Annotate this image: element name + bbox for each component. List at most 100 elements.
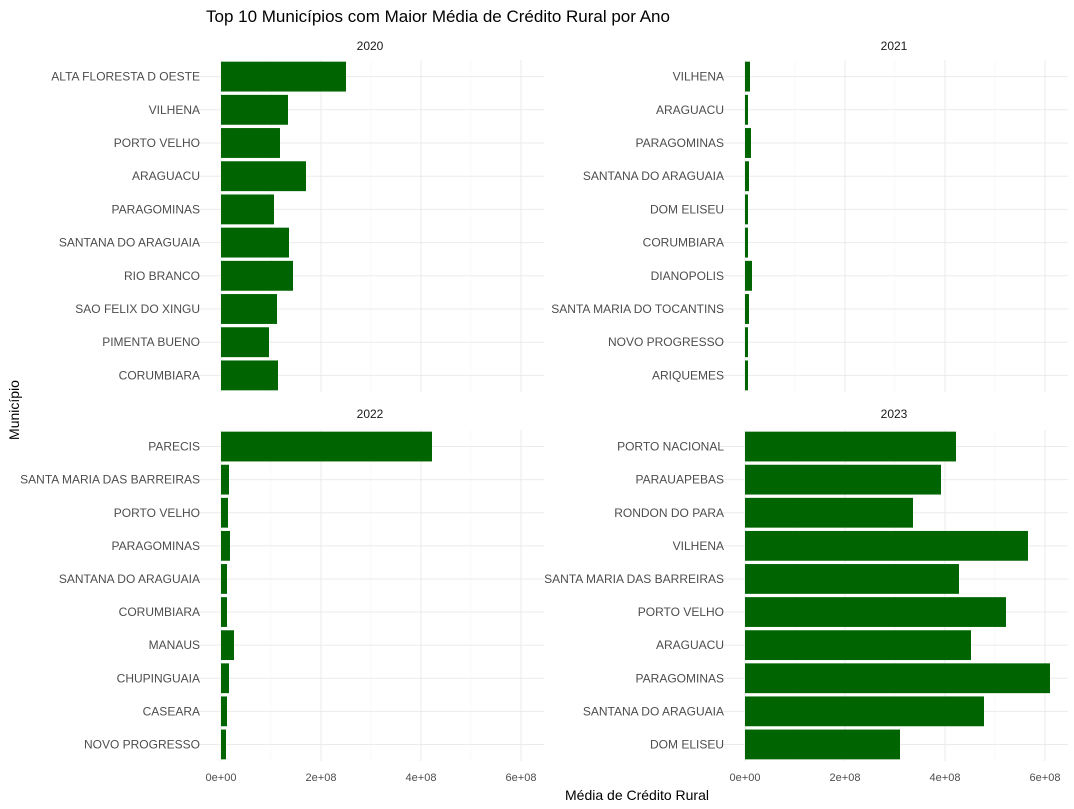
category-label: CHUPINGUAIA xyxy=(117,671,200,685)
category-label: SANTANA DO ARAGUAIA xyxy=(59,236,200,250)
category-label: PORTO VELHO xyxy=(114,506,200,520)
category-label: VILHENA xyxy=(673,539,724,553)
bar xyxy=(745,128,751,158)
bar xyxy=(745,327,748,358)
bar xyxy=(221,194,274,225)
category-label: DOM ELISEU xyxy=(650,737,724,751)
bar xyxy=(221,327,269,358)
bar xyxy=(221,663,229,694)
bar xyxy=(745,564,959,594)
category-label: PIMENTA BUENO xyxy=(102,335,200,349)
category-label: CORUMBIARA xyxy=(643,236,724,250)
category-label: PARAGOMINAS xyxy=(112,202,200,216)
bar xyxy=(221,597,227,627)
category-label: SAO FELIX DO XINGU xyxy=(75,302,200,316)
category-label: ARAGUACU xyxy=(656,638,724,652)
category-label: CORUMBIARA xyxy=(119,605,200,619)
category-label: SANTANA DO ARAGUAIA xyxy=(59,572,200,586)
bar xyxy=(745,497,913,528)
facet-strip-label: 2022 xyxy=(357,407,384,421)
category-label: NOVO PROGRESSO xyxy=(608,335,724,349)
bar xyxy=(745,530,1028,561)
bar xyxy=(221,360,278,391)
category-label: PORTO VELHO xyxy=(638,605,724,619)
x-tick-label: 6e+08 xyxy=(506,772,537,784)
category-label: PARAGOMINAS xyxy=(636,671,724,685)
category-label: SANTA MARIA DAS BARREIRAS xyxy=(544,572,724,586)
facet-panel-2023: 2023 PORTO NACIONAL PARAUAPEBAS RONDON DO P… xyxy=(544,407,1068,784)
bar xyxy=(221,630,234,661)
x-tick-label: 4e+08 xyxy=(406,772,437,784)
bar xyxy=(745,161,749,192)
x-tick-label: 0e+00 xyxy=(730,772,761,784)
category-label: VILHENA xyxy=(673,70,724,84)
bar xyxy=(745,61,750,92)
x-tick-label: 0e+00 xyxy=(206,772,237,784)
category-label: RIO BRANCO xyxy=(124,269,200,283)
bar xyxy=(745,663,1050,694)
bar xyxy=(221,260,293,291)
bar xyxy=(745,696,984,727)
bar xyxy=(221,564,227,594)
y-axis-title: Município xyxy=(6,380,22,440)
facet-strip-label: 2021 xyxy=(881,39,908,53)
category-label: ARIQUEMES xyxy=(652,368,724,382)
facet-panel-2022: 2022 PARECIS SANTA MARIA DAS BARREIRAS PORT… xyxy=(20,407,544,784)
x-tick-label: 4e+08 xyxy=(930,772,961,784)
bar xyxy=(745,431,956,462)
x-tick-label: 2e+08 xyxy=(830,772,861,784)
category-label: MANAUS xyxy=(149,638,200,652)
category-label: SANTA MARIA DAS BARREIRAS xyxy=(20,473,200,487)
bar xyxy=(221,729,226,760)
category-label: CASEARA xyxy=(143,704,200,718)
category-label: PARECIS xyxy=(148,440,200,454)
bar xyxy=(745,464,941,495)
category-label: CORUMBIARA xyxy=(119,368,200,382)
facet-strip-label: 2020 xyxy=(357,39,384,53)
facet-panel-2021: 2021 VILHENA ARAGUACU PARAGOMINAS SANTANA DO… xyxy=(551,39,1068,392)
bar xyxy=(221,497,228,528)
x-axis-title: Média de Crédito Rural xyxy=(565,787,709,803)
bar xyxy=(221,530,230,561)
bar xyxy=(221,696,227,727)
category-label: NOVO PROGRESSO xyxy=(84,737,200,751)
bar xyxy=(745,294,749,324)
category-label: PARAGOMINAS xyxy=(112,539,200,553)
bar xyxy=(221,61,346,92)
bar xyxy=(745,94,748,125)
bar xyxy=(745,260,752,291)
category-label: SANTANA DO ARAGUAIA xyxy=(583,704,724,718)
category-label: ARAGUACU xyxy=(656,103,724,117)
bar xyxy=(221,94,288,125)
facet-strip-label: 2023 xyxy=(881,407,908,421)
bar xyxy=(221,431,432,462)
bar xyxy=(745,597,1006,627)
category-label: RONDON DO PARA xyxy=(614,506,724,520)
category-label: ARAGUACU xyxy=(132,169,200,183)
category-label: PARAUAPEBAS xyxy=(636,473,724,487)
bar xyxy=(221,227,289,258)
bar xyxy=(221,294,277,324)
bar xyxy=(745,360,748,391)
category-label: PORTO NACIONAL xyxy=(617,440,724,454)
category-label: ALTA FLORESTA D OESTE xyxy=(51,70,200,84)
x-tick-label: 6e+08 xyxy=(1030,772,1061,784)
category-label: VILHENA xyxy=(149,103,200,117)
category-label: DIANOPOLIS xyxy=(651,269,724,283)
category-label: SANTA MARIA DO TOCANTINS xyxy=(551,302,724,316)
bar xyxy=(745,630,971,661)
bar xyxy=(221,161,306,192)
category-label: DOM ELISEU xyxy=(650,202,724,216)
facet-panel-2020: 2020 ALTA FLORESTA D OESTE VILHENA PORTO VE… xyxy=(51,39,544,392)
facet-panels: 2020 ALTA FLORESTA D OESTE VILHENA PORTO VE… xyxy=(20,39,1068,784)
x-tick-label: 2e+08 xyxy=(306,772,337,784)
bar xyxy=(221,128,280,158)
bar xyxy=(745,227,748,258)
bar xyxy=(221,464,229,495)
bar xyxy=(745,729,900,760)
category-label: SANTANA DO ARAGUAIA xyxy=(583,169,724,183)
bar xyxy=(745,194,748,225)
category-label: PARAGOMINAS xyxy=(636,136,724,150)
chart-title: Top 10 Municípios com Maior Média de Cré… xyxy=(206,7,670,26)
